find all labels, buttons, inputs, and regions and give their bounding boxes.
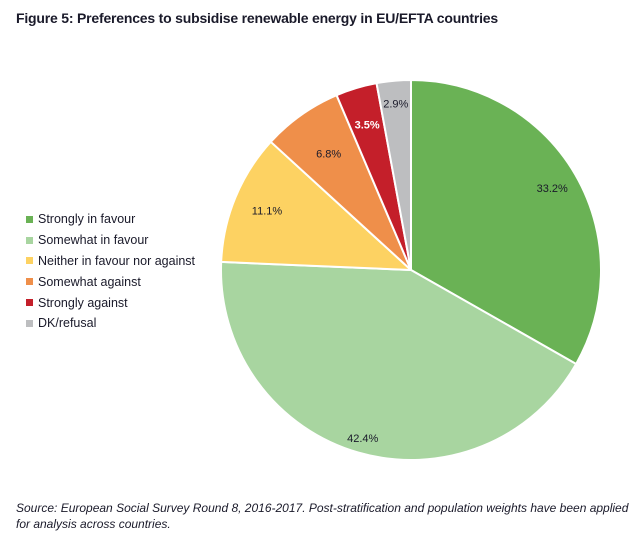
pie-slice	[220, 260, 578, 461]
legend-swatch	[26, 215, 33, 223]
legend-label: Strongly in favour	[38, 212, 136, 227]
legend-label: Somewhat in favour	[38, 233, 149, 248]
slice-data-label: 6.8%	[316, 149, 341, 161]
pie-slice	[220, 140, 414, 272]
legend-item: Somewhat against	[26, 271, 195, 292]
legend-label: Neither in favour nor against	[38, 253, 196, 268]
chart-title: Figure 5: Preferences to subsidise renew…	[16, 10, 498, 26]
legend-swatch	[26, 319, 33, 327]
slice-data-label: 11.1%	[252, 206, 283, 218]
legend-item: Strongly in favour	[26, 209, 195, 230]
legend-label: Strongly against	[38, 295, 128, 310]
legend-swatch	[26, 236, 33, 244]
slice-data-label: 42.4%	[347, 433, 378, 445]
legend-item: DK/refusal	[26, 313, 195, 334]
legend: Strongly in favour Somewhat in favour Neit…	[26, 209, 195, 334]
legend-item: Somewhat in favour	[26, 230, 195, 251]
legend-item: Strongly against	[26, 292, 195, 313]
legend-item: Neither in favour nor against	[26, 251, 195, 272]
legend-label: Somewhat against	[38, 274, 141, 289]
legend-swatch	[26, 278, 33, 286]
legend-label: DK/refusal	[38, 316, 97, 331]
slice-data-label: 3.5%	[355, 119, 380, 131]
pie-slice	[410, 78, 602, 366]
pie-slice	[375, 78, 412, 271]
slice-data-label: 33.2%	[537, 183, 568, 195]
legend-swatch	[26, 257, 33, 265]
legend-swatch	[26, 299, 33, 307]
source-note: Source: European Social Survey Round 8, …	[16, 501, 629, 531]
slice-data-label: 2.9%	[383, 98, 408, 110]
